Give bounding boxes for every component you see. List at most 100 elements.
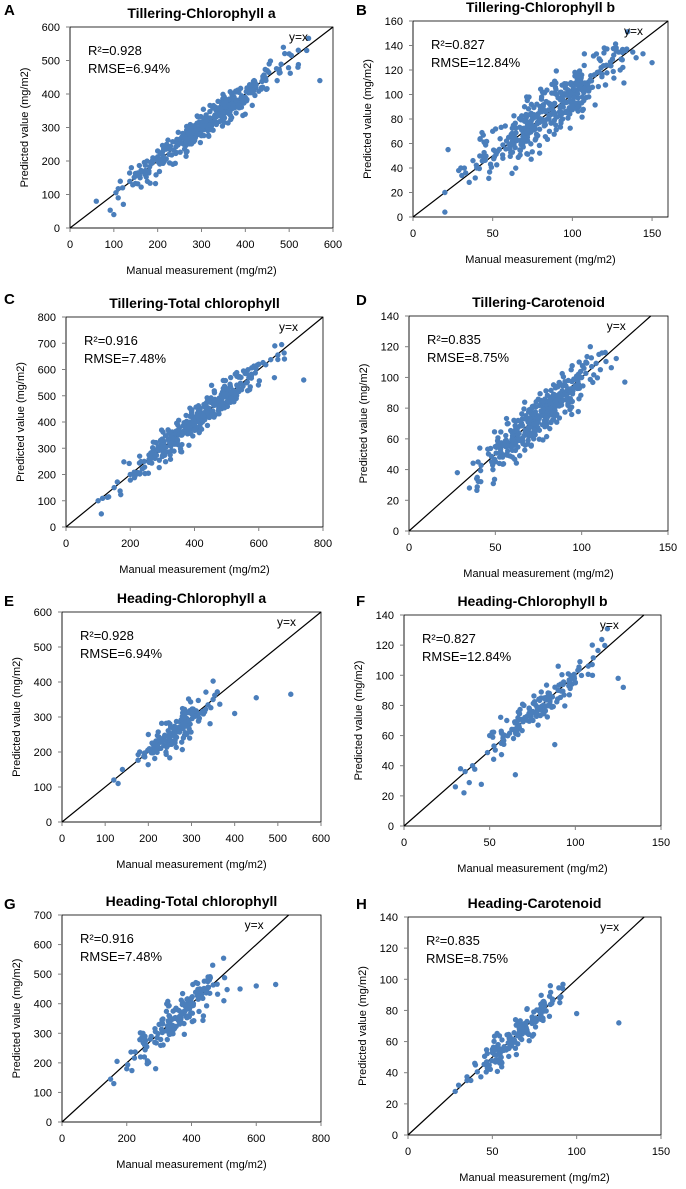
data-point — [245, 366, 251, 373]
data-point — [487, 445, 494, 452]
data-point — [126, 460, 132, 467]
data-point — [462, 768, 468, 775]
data-point — [179, 990, 186, 997]
data-point — [478, 478, 484, 485]
data-point — [611, 52, 617, 58]
x-tick-label: 200 — [121, 538, 139, 550]
data-point — [512, 1045, 519, 1052]
data-point — [533, 112, 540, 118]
data-point — [442, 209, 448, 215]
rmse-label: RMSE=6.94% — [88, 61, 170, 76]
data-point — [233, 110, 239, 116]
data-point — [630, 49, 636, 55]
data-point — [613, 48, 619, 54]
data-point — [166, 1012, 172, 1019]
panel-letter: C — [4, 291, 15, 308]
data-point — [124, 1066, 130, 1072]
data-point — [562, 379, 568, 385]
scatter-points — [442, 28, 655, 215]
chart-panel-f: F Heading-Chlorophyll b 0 50 100 150 0 20 40 60 80… — [353, 593, 670, 875]
data-point — [553, 122, 559, 128]
data-point — [189, 407, 195, 413]
data-point — [587, 376, 593, 383]
data-point — [573, 81, 580, 87]
x-tick-label: 0 — [63, 538, 69, 550]
y-tick-label: 100 — [376, 670, 394, 682]
data-point — [509, 130, 515, 137]
data-point — [200, 1017, 206, 1024]
data-point — [491, 156, 497, 162]
data-point — [214, 981, 220, 987]
reference-line-label: y=x — [624, 24, 643, 38]
data-point — [517, 1023, 524, 1029]
data-point — [115, 185, 121, 192]
data-point — [234, 382, 240, 388]
data-point — [557, 999, 563, 1006]
data-point — [515, 717, 521, 723]
data-point — [532, 137, 538, 143]
y-tick-label: 300 — [38, 443, 56, 455]
data-point — [544, 392, 551, 398]
data-point — [120, 201, 127, 208]
data-point — [503, 146, 509, 152]
data-point — [165, 137, 171, 143]
data-point — [593, 360, 599, 367]
data-point — [557, 89, 564, 96]
data-point — [604, 70, 610, 76]
data-point — [516, 1028, 523, 1035]
y-tick-label: 120 — [381, 342, 399, 354]
data-point — [189, 1018, 196, 1025]
data-point — [548, 387, 554, 394]
data-point — [519, 411, 525, 417]
data-point — [224, 386, 231, 393]
data-point — [574, 91, 581, 97]
data-point — [515, 731, 521, 738]
data-point — [155, 1030, 161, 1037]
data-point — [526, 419, 533, 426]
data-point — [216, 118, 223, 125]
data-point — [559, 671, 565, 678]
data-point — [180, 1010, 186, 1016]
data-point — [527, 112, 533, 118]
data-point — [462, 170, 469, 176]
data-point — [479, 129, 485, 136]
data-point — [204, 116, 211, 122]
data-point — [573, 1010, 580, 1017]
data-point — [154, 749, 160, 756]
data-point — [212, 401, 219, 407]
y-tick-label: 60 — [382, 731, 394, 743]
y-axis-label: Predicted value (mg/m2) — [11, 657, 23, 777]
data-point — [557, 995, 563, 1001]
data-point — [282, 50, 288, 57]
rmse-label: RMSE=6.94% — [80, 646, 162, 661]
x-axis-label: Manual measurement (mg/m2) — [116, 1159, 266, 1171]
data-point — [466, 485, 473, 491]
data-point — [579, 100, 585, 106]
data-point — [173, 744, 179, 751]
data-point — [557, 124, 564, 130]
data-point — [152, 1025, 158, 1032]
data-point — [105, 494, 112, 500]
data-point — [543, 1008, 549, 1014]
data-point — [496, 1056, 503, 1063]
data-point — [260, 359, 266, 366]
data-point — [543, 433, 550, 440]
data-point — [135, 181, 141, 187]
data-point — [129, 1067, 135, 1074]
data-point — [136, 162, 143, 169]
data-point — [540, 398, 546, 405]
data-point — [474, 487, 480, 493]
data-point — [470, 460, 476, 466]
data-point — [535, 722, 541, 728]
data-point — [459, 172, 465, 179]
data-point — [240, 112, 246, 119]
data-point — [181, 706, 188, 713]
data-point — [208, 382, 215, 388]
data-point — [281, 356, 288, 362]
data-point — [488, 164, 495, 170]
data-point — [186, 442, 192, 448]
data-point — [543, 682, 550, 688]
data-point — [288, 691, 294, 697]
data-point — [599, 350, 605, 356]
data-point — [528, 443, 534, 449]
